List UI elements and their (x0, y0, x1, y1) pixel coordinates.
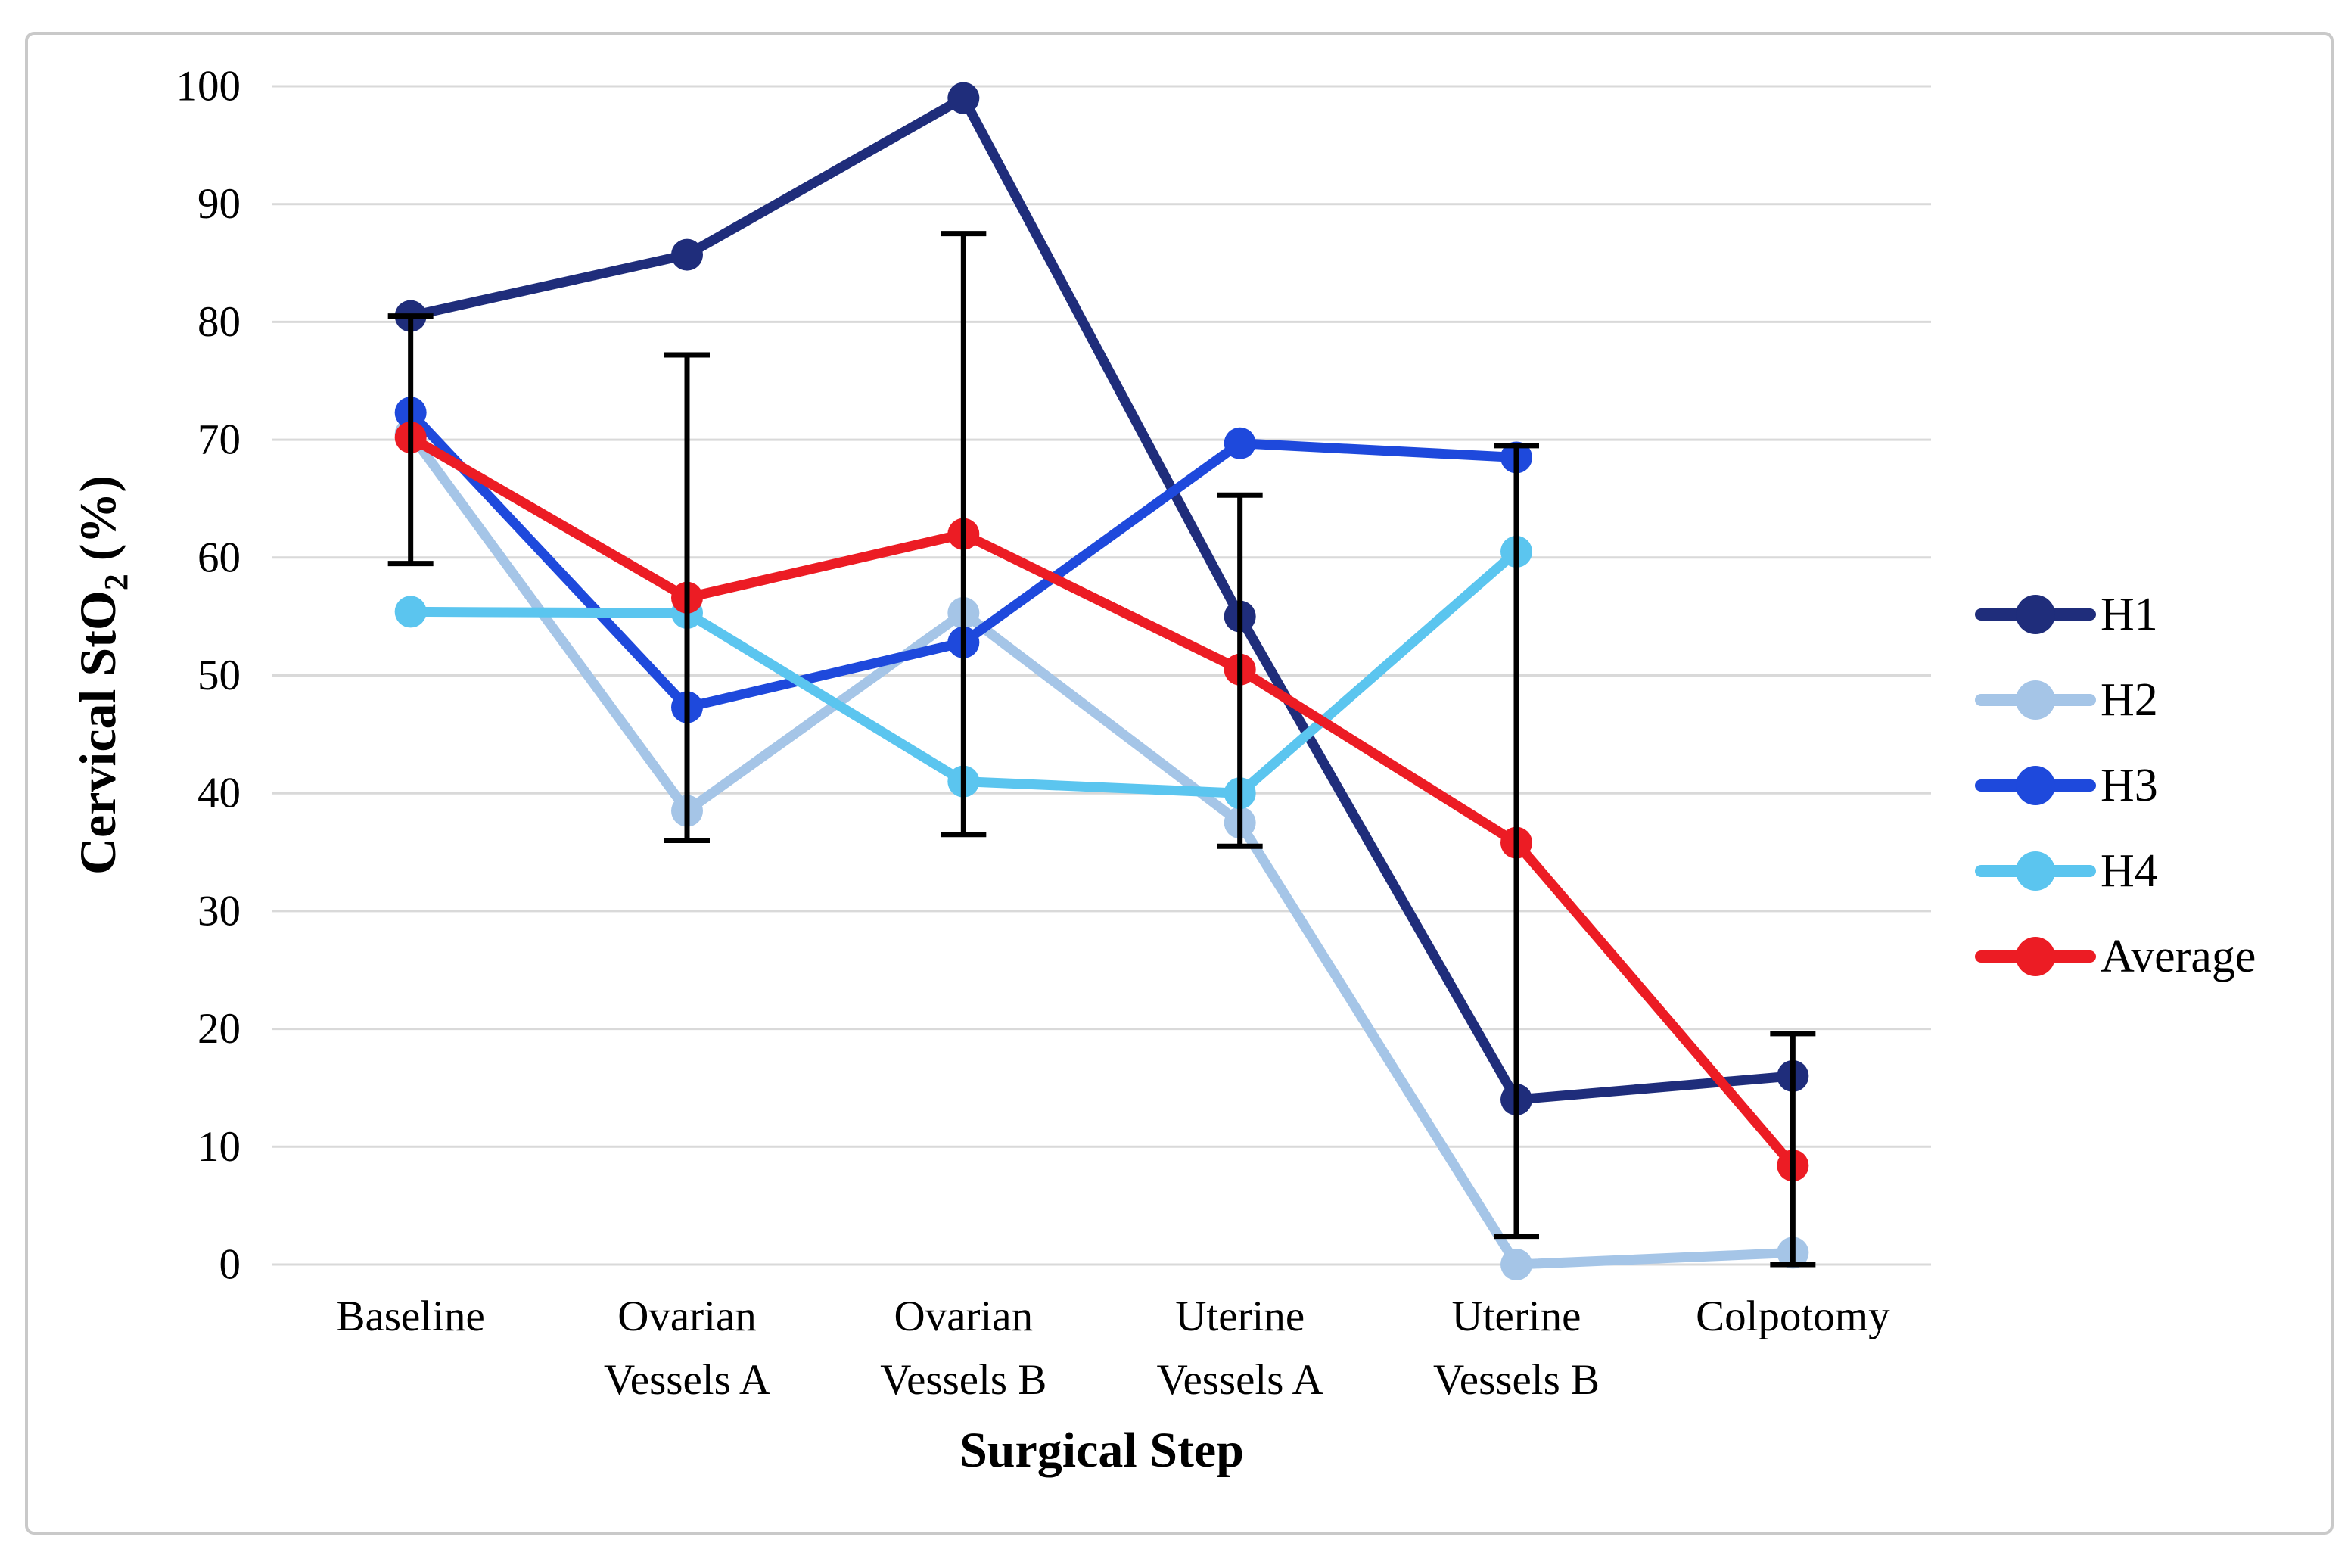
y-tick-label: 40 (197, 770, 241, 817)
x-category-label: Uterine Vessels A (1157, 1293, 1323, 1404)
y-tick-label: 50 (197, 652, 241, 699)
legend-marker-Average (2016, 937, 2055, 976)
y-axis-title-unit: (%) (69, 475, 126, 574)
x-axis-title: Surgical Step (959, 1423, 1244, 1478)
y-tick-label: 10 (197, 1123, 241, 1171)
data-point-H1 (947, 82, 980, 114)
data-point-H1 (671, 238, 703, 271)
data-point-H4 (394, 596, 427, 628)
y-tick-label: 20 (197, 1005, 241, 1053)
legend-label-H2: H2 (2101, 674, 2158, 726)
legend-label-H3: H3 (2101, 760, 2158, 811)
series-line-Average (406, 432, 1798, 1171)
x-category-label-line: Vessels B (880, 1356, 1046, 1404)
series-line-H1 (406, 93, 1798, 1105)
legend-item-H1: H1 (1975, 589, 2158, 640)
data-point-H2 (1500, 1249, 1532, 1280)
y-tick-label: 70 (197, 416, 241, 464)
legend-item-H4: H4 (1975, 845, 2158, 897)
legend-label-H4: H4 (2101, 845, 2158, 897)
data-point-H3 (1224, 427, 1256, 459)
series-line-H2 (406, 428, 1798, 1270)
legend-item-H2: H2 (1975, 674, 2158, 726)
y-tick-label: 80 (197, 298, 241, 346)
x-category-label-line: Vessels B (1433, 1356, 1600, 1404)
x-category-label-line: Ovarian (894, 1293, 1034, 1340)
x-category-label: Ovarian Vessels B (880, 1293, 1046, 1404)
y-tick-label: 60 (197, 534, 241, 581)
y-axis-title-main: Cervical StO (69, 590, 126, 875)
y-tick-label: 0 (219, 1241, 241, 1289)
legend-marker-H1 (2016, 595, 2055, 634)
y-tick-label: 90 (197, 180, 241, 228)
data-series (394, 82, 1809, 1280)
y-axis-title-subscript: 2 (98, 574, 135, 590)
legend-item-Average: Average (1975, 931, 2256, 982)
x-category-label-line: Colpotomy (1696, 1293, 1890, 1340)
y-axis-title: Cervical StO2 (%) (69, 475, 135, 875)
figure-border (25, 32, 2334, 1535)
x-category-label-line: Uterine (1452, 1293, 1581, 1340)
legend-marker-H2 (2016, 680, 2055, 720)
legend-label-Average: Average (2101, 931, 2256, 982)
legend-item-H3: H3 (1975, 760, 2158, 811)
gridlines (272, 85, 1931, 1266)
error-bars (387, 231, 1816, 1268)
x-category-label: Ovarian Vessels A (604, 1293, 770, 1404)
x-category-label-line: Vessels A (604, 1356, 770, 1404)
x-category-label: Baseline (337, 1293, 485, 1340)
x-category-label-line: Ovarian (617, 1293, 757, 1340)
legend: H1 H2 H3 H4 Average (1975, 589, 2256, 982)
y-tick-label: 100 (176, 63, 241, 110)
legend-marker-H4 (2016, 851, 2055, 891)
legend-label-H1: H1 (2101, 589, 2158, 640)
y-tick-label: 30 (197, 887, 241, 935)
x-category-label: Colpotomy (1696, 1293, 1890, 1340)
x-category-label-line: Baseline (337, 1293, 485, 1340)
x-category-label-line: Vessels A (1157, 1356, 1323, 1404)
legend-marker-H3 (2016, 766, 2055, 805)
x-axis-category-labels: Baseline Ovarian Vessels A Ovarian Vessels B… (337, 1293, 1891, 1404)
x-category-label-line: Uterine (1175, 1293, 1305, 1340)
x-category-label: Uterine Vessels B (1433, 1293, 1600, 1404)
